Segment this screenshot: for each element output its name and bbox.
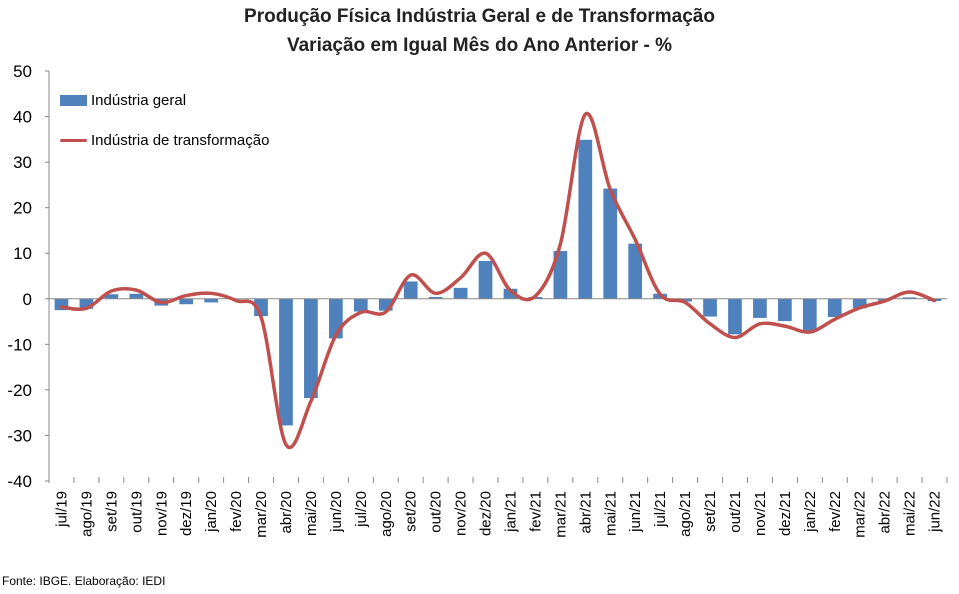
bar-industria-geral: [453, 287, 468, 299]
x-tick-label: ago/19: [78, 491, 95, 537]
x-tick-label: jun/22: [927, 491, 944, 533]
bar-industria-geral: [578, 139, 593, 299]
bar-industria-geral: [179, 298, 194, 305]
legend-item-line: Indústria de transformação: [60, 132, 269, 149]
bar-industria-geral: [827, 298, 842, 317]
y-tick-label: 40: [13, 108, 32, 127]
x-tick-label: jan/21: [502, 491, 519, 533]
bar-industria-geral: [79, 298, 94, 309]
bar-industria-geral: [353, 298, 368, 312]
bar-industria-geral: [503, 288, 518, 299]
line-industria-transformacao: [59, 111, 937, 450]
legend-swatch-bar: [60, 95, 87, 106]
legend-swatch-line: [60, 139, 87, 142]
bar-industria-geral: [728, 298, 742, 335]
x-tick-label: nov/19: [153, 491, 170, 536]
bar-industria-geral: [852, 298, 867, 309]
x-tick-label: abr/22: [877, 491, 894, 534]
y-tick-label: 30: [13, 153, 32, 172]
bar-industria-geral: [304, 298, 318, 399]
x-tick-label: nov/20: [453, 491, 470, 536]
y-tick-label: -20: [7, 381, 32, 400]
bar-industria-geral: [378, 298, 393, 311]
x-tick-label: set/21: [702, 491, 719, 532]
bar-industria-geral: [778, 298, 792, 322]
x-tick-label: mar/21: [552, 491, 569, 538]
x-tick-label: mai/22: [902, 491, 919, 536]
x-tick-label: jul/20: [353, 491, 370, 528]
x-tick-label: mar/22: [852, 491, 869, 538]
x-tick-label: mai/20: [303, 491, 320, 536]
x-tick-label: nov/21: [752, 491, 769, 536]
bar-industria-geral: [628, 243, 643, 299]
y-tick-label: 10: [13, 244, 32, 263]
x-tick-label: abr/20: [278, 491, 295, 534]
y-tick-label: -30: [7, 426, 32, 445]
legend-label-bar: Indústria geral: [91, 92, 187, 109]
x-tick-label: dez/20: [478, 491, 495, 536]
bar-industria-geral: [54, 298, 69, 311]
bar-industria-geral: [403, 281, 418, 299]
x-tick-label: jan/22: [802, 491, 819, 533]
bar-industria-geral: [703, 298, 717, 317]
bar-industria-geral: [129, 293, 144, 299]
x-tick-label: dez/19: [178, 491, 195, 536]
x-tick-label: ago/21: [677, 491, 694, 537]
y-tick-label: -40: [7, 472, 32, 491]
bar-industria-geral: [553, 250, 568, 299]
x-tick-label: out/21: [727, 491, 744, 533]
chart-title-line2: Variação em Igual Mês do Ano Anterior - …: [286, 35, 672, 56]
bar-industria-geral: [678, 298, 692, 302]
chart-title-line1: Produção Física Indústria Geral e de Tra…: [244, 6, 715, 27]
legend-label-line: Indústria de transformação: [91, 132, 270, 149]
bar-industria-geral: [428, 296, 443, 299]
x-tick-label: out/20: [428, 491, 445, 533]
bar-industria-geral: [279, 298, 293, 426]
x-tick-label: set/20: [403, 491, 420, 532]
y-tick-label: 20: [13, 199, 32, 218]
bar-industria-geral: [902, 297, 917, 299]
x-tick-label: dez/21: [777, 491, 794, 536]
y-tick-label: 50: [13, 62, 32, 81]
x-tick-label: jul/21: [652, 491, 669, 528]
x-tick-label: mar/20: [253, 491, 270, 538]
source-note: Fonte: IBGE. Elaboração: IEDI: [2, 574, 166, 588]
x-tick-label: set/19: [103, 491, 120, 532]
x-tick-label: jun/21: [627, 491, 644, 533]
x-tick-label: jun/20: [328, 491, 345, 533]
bar-industria-geral: [478, 260, 493, 299]
x-tick-label: fev/21: [527, 491, 544, 532]
bar-industria-geral: [603, 188, 618, 299]
x-tick-label: out/19: [128, 491, 145, 533]
bar-industria-geral: [753, 298, 767, 318]
x-tick-label: fev/20: [228, 491, 245, 532]
x-tick-label: ago/20: [378, 491, 395, 537]
bar-industria-geral: [802, 298, 817, 331]
bar-industria-geral: [104, 294, 119, 299]
x-tick-label: abr/21: [577, 491, 594, 534]
x-tick-label: jan/20: [203, 491, 220, 533]
legend-item-bar: Indústria geral: [60, 92, 186, 109]
y-tick-label: 0: [23, 290, 32, 309]
x-tick-label: jul/19: [53, 491, 70, 528]
x-tick-label: fev/22: [827, 491, 844, 532]
y-tick-label: -10: [7, 335, 32, 354]
bar-industria-geral: [204, 298, 218, 303]
x-tick-label: mai/21: [602, 491, 619, 536]
